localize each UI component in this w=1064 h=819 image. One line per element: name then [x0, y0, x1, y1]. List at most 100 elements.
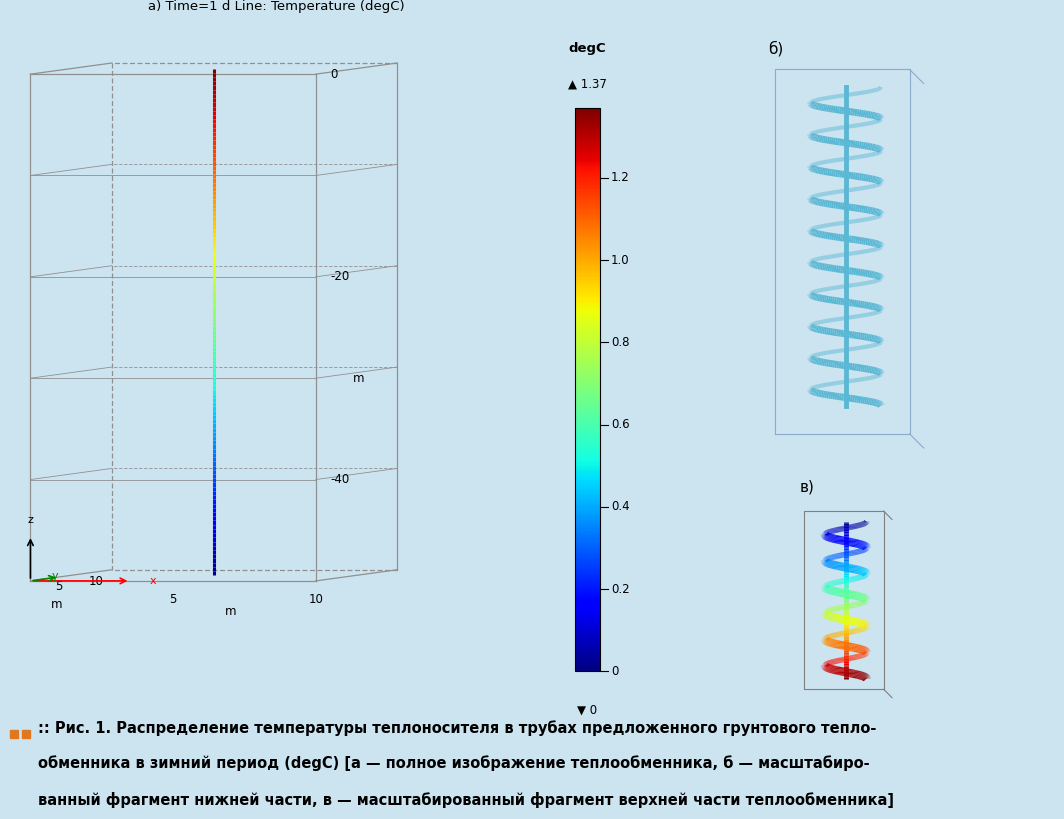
Bar: [575, 473, 600, 476]
Bar: [575, 220, 600, 223]
Bar: [575, 640, 600, 643]
Bar: [575, 518, 600, 519]
Bar: [575, 553, 600, 554]
Bar: [575, 300, 600, 301]
Text: 5: 5: [169, 593, 177, 606]
Bar: [575, 134, 600, 137]
Bar: [575, 596, 600, 599]
Bar: [575, 301, 600, 304]
Bar: [575, 489, 600, 491]
Bar: [575, 364, 600, 365]
Bar: [575, 249, 600, 251]
Bar: [575, 445, 600, 447]
Bar: [575, 167, 600, 170]
Bar: [575, 636, 600, 638]
Bar: [575, 282, 600, 284]
Bar: [575, 535, 600, 537]
Bar: [575, 460, 600, 462]
Bar: [575, 495, 600, 497]
Text: m: m: [225, 605, 236, 618]
Bar: [575, 170, 600, 172]
Bar: [575, 174, 600, 176]
Bar: [575, 112, 600, 115]
Bar: [575, 420, 600, 423]
Bar: [575, 617, 600, 618]
Bar: [575, 293, 600, 295]
Bar: [575, 224, 600, 227]
Bar: [575, 511, 600, 513]
Bar: [575, 541, 600, 544]
Bar: [575, 233, 600, 236]
Text: ▼ 0: ▼ 0: [578, 703, 597, 716]
Bar: [575, 550, 600, 553]
Bar: [575, 630, 600, 631]
Bar: [575, 218, 600, 220]
Bar: [575, 469, 600, 471]
Bar: [575, 313, 600, 314]
Bar: [575, 575, 600, 577]
Bar: [575, 407, 600, 410]
Bar: [575, 339, 600, 342]
Bar: [575, 150, 600, 152]
Bar: [575, 284, 600, 286]
Text: a) Time=1 d Line: Temperature (degC): a) Time=1 d Line: Temperature (degC): [148, 0, 405, 13]
Bar: [575, 442, 600, 445]
Bar: [575, 154, 600, 156]
Bar: [575, 509, 600, 511]
Text: ▲ 1.37: ▲ 1.37: [568, 77, 606, 90]
Bar: [575, 372, 600, 374]
Bar: [575, 669, 600, 672]
Bar: [575, 198, 600, 201]
Bar: [575, 649, 600, 652]
Bar: [575, 658, 600, 660]
Bar: [575, 121, 600, 124]
Bar: [575, 117, 600, 119]
Bar: [575, 333, 600, 335]
Bar: [575, 403, 600, 405]
Bar: [575, 163, 600, 165]
Text: 0.4: 0.4: [611, 500, 630, 514]
Bar: [575, 399, 600, 400]
Bar: [575, 500, 600, 502]
Text: -40: -40: [330, 473, 349, 486]
Bar: [575, 291, 600, 293]
Bar: [575, 247, 600, 249]
Bar: [575, 342, 600, 343]
Bar: [575, 319, 600, 321]
Bar: [575, 387, 600, 390]
Bar: [575, 244, 600, 247]
Bar: [575, 128, 600, 130]
Bar: [575, 579, 600, 581]
Bar: [575, 462, 600, 464]
Text: 0.6: 0.6: [611, 419, 630, 431]
Bar: [575, 132, 600, 134]
Bar: [575, 227, 600, 229]
Bar: [575, 196, 600, 198]
Bar: [575, 467, 600, 469]
Bar: [575, 194, 600, 196]
Bar: [575, 229, 600, 231]
Bar: [575, 627, 600, 630]
Bar: [575, 491, 600, 493]
Bar: [575, 161, 600, 163]
Bar: [575, 125, 600, 128]
Bar: [575, 464, 600, 467]
Text: 10: 10: [88, 575, 103, 588]
Bar: [575, 618, 600, 621]
Bar: [575, 295, 600, 297]
Bar: [575, 266, 600, 269]
Bar: [575, 251, 600, 253]
Bar: [575, 381, 600, 383]
Bar: [575, 370, 600, 372]
Bar: [575, 383, 600, 385]
Bar: [575, 348, 600, 350]
Bar: [575, 515, 600, 518]
Bar: [575, 265, 600, 266]
Bar: [575, 330, 600, 333]
Bar: [575, 279, 600, 282]
Bar: [575, 359, 600, 361]
Bar: [575, 346, 600, 348]
Bar: [575, 308, 600, 310]
Bar: [575, 471, 600, 473]
Text: 0.8: 0.8: [611, 336, 630, 349]
